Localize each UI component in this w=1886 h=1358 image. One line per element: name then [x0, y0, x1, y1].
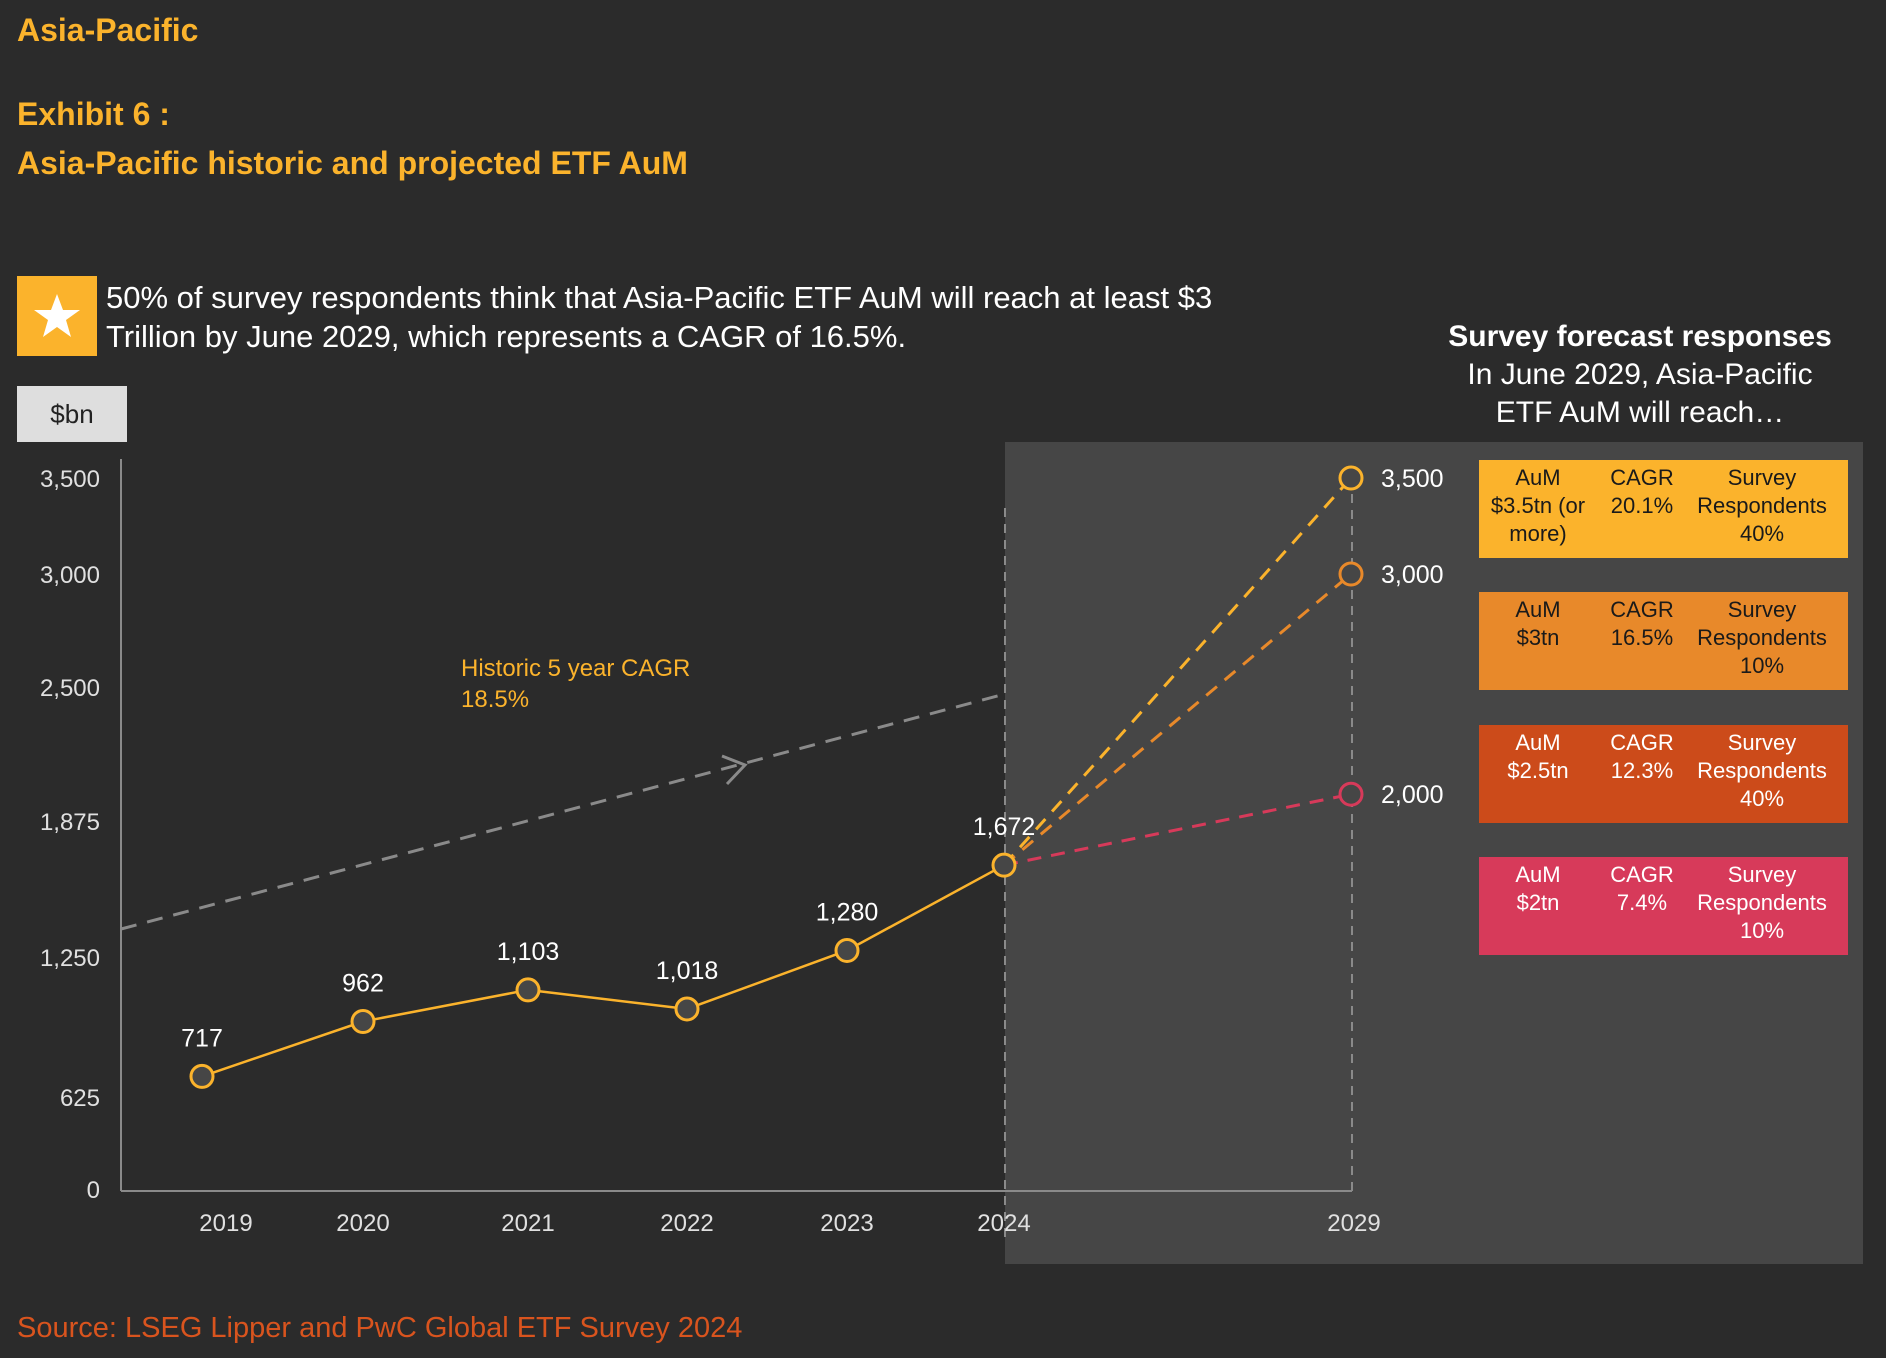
forecast-box-cagr: CAGR 20.1% — [1610, 465, 1674, 518]
annotation-value: 18.5% — [461, 686, 529, 713]
data-label: 962 — [342, 970, 384, 998]
forecast-point — [1338, 465, 1364, 491]
y-tick-label: 1,250 — [40, 945, 100, 972]
x-tick-label: 2020 — [336, 1210, 389, 1237]
forecast-box: AuM $2.5tn CAGR 12.3% Survey Respondents 40% — [1479, 725, 1848, 823]
forecast-title: Survey forecast responses — [1448, 320, 1832, 353]
forecast-point — [1338, 781, 1364, 807]
forecast-box-respondents: Survey Respondents 40% — [1697, 730, 1827, 811]
data-label: 717 — [181, 1024, 223, 1052]
y-tick-label: 0 — [87, 1177, 100, 1204]
forecast-box-respondents: Survey Respondents 10% — [1697, 597, 1827, 678]
y-tick-label: 1,875 — [40, 809, 100, 836]
forecast-box-cagr: CAGR 7.4% — [1610, 862, 1674, 915]
star-badge — [17, 276, 97, 356]
forecast-label: 3,500 — [1381, 465, 1444, 493]
forecast-box-aum: AuM $3.5tn (or more) — [1490, 465, 1586, 546]
data-label: 1,103 — [497, 938, 560, 966]
forecast-point — [1338, 561, 1364, 587]
forecast-box: AuM $2tn CAGR 7.4% Survey Respondents 10% — [1479, 857, 1848, 955]
x-tick-label: 2019 — [199, 1210, 252, 1237]
forecast-subtitle: In June 2029, Asia-Pacific ETF AuM will … — [1467, 358, 1813, 429]
callout-text: 50% of survey respondents think that Asi… — [106, 280, 1213, 354]
forecast-line — [1002, 476, 1353, 867]
forecast-panel — [1005, 442, 1863, 1264]
forecast-label: 2,000 — [1381, 781, 1444, 809]
trend-line — [120, 692, 1006, 931]
forecast-box: AuM $3.5tn (or more) CAGR 20.1% Survey Respo… — [1479, 460, 1848, 558]
source-note: Source: LSEG Lipper and PwC Global ETF S… — [17, 1312, 743, 1344]
data-point — [674, 996, 700, 1022]
forecast-line — [1003, 792, 1352, 867]
forecast-box-aum: AuM $2.5tn — [1507, 730, 1569, 783]
x-tick-label: 2024 — [977, 1210, 1030, 1237]
x-tick-label: 2022 — [660, 1210, 713, 1237]
data-label: 1,672 — [973, 813, 1036, 841]
forecast-box-aum: AuM $2tn — [1515, 862, 1561, 915]
annotation-label: Historic 5 year CAGR — [461, 655, 690, 682]
trend-arrow-head — [721, 754, 748, 786]
forecast-box-respondents: Survey Respondents 10% — [1697, 862, 1827, 943]
unit-label: $bn — [17, 386, 127, 442]
forecast-panel-title: Survey forecast responses In June 2029, … — [1380, 318, 1886, 432]
x-tick-label: 2021 — [501, 1210, 554, 1237]
forecast-box: AuM $3tn CAGR 16.5% Survey Respondents 10% — [1479, 592, 1848, 690]
forecast-box-aum: AuM $3tn — [1515, 597, 1561, 650]
data-point — [834, 937, 860, 963]
historic-line — [201, 864, 1005, 1078]
y-tick-label: 3,500 — [40, 466, 100, 493]
data-label: 1,280 — [816, 898, 879, 926]
y-tick-label: 3,000 — [40, 562, 100, 589]
y-tick-label: 625 — [60, 1085, 100, 1112]
data-label: 1,018 — [656, 957, 719, 985]
forecast-box-cagr: CAGR 12.3% — [1610, 730, 1674, 783]
forecast-label: 3,000 — [1381, 561, 1444, 589]
exhibit-label: Exhibit 6 : — [17, 96, 170, 132]
data-point — [189, 1063, 215, 1089]
data-point — [350, 1009, 376, 1035]
data-point — [515, 977, 541, 1003]
x-tick-label: 2029 — [1327, 1210, 1380, 1237]
star-icon — [34, 294, 80, 337]
region-title: Asia-Pacific — [17, 12, 199, 48]
forecast-box-cagr: CAGR 16.5% — [1610, 597, 1674, 650]
forecast-box-respondents: Survey Respondents 40% — [1697, 465, 1827, 546]
y-tick-label: 2,500 — [40, 675, 100, 702]
chart-title: Asia-Pacific historic and projected ETF … — [17, 145, 688, 181]
forecast-line — [1003, 572, 1352, 867]
data-point — [991, 852, 1017, 878]
x-tick-label: 2023 — [820, 1210, 873, 1237]
